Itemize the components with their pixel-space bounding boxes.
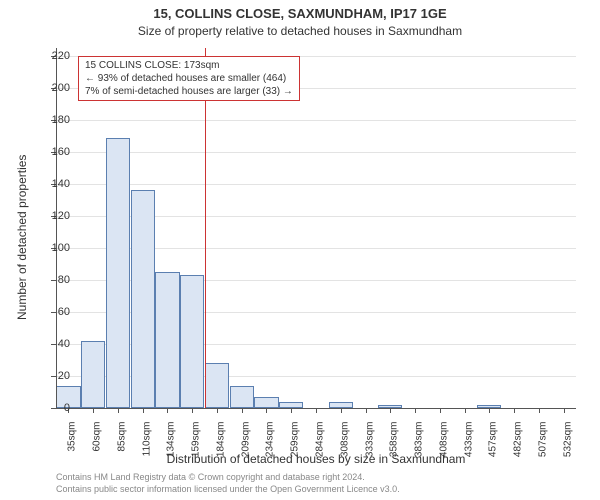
y-tick-label: 60	[30, 306, 70, 318]
footer-line-2: Contains public sector information licen…	[56, 484, 400, 495]
chart-title: 15, COLLINS CLOSE, SAXMUNDHAM, IP17 1GE	[0, 6, 600, 21]
y-tick-label: 0	[30, 402, 70, 414]
y-tick-label: 120	[30, 210, 70, 222]
x-tick-label: 209sqm	[240, 422, 251, 458]
annotation-line: 7% of semi-detached houses are larger (3…	[85, 85, 293, 98]
y-tick-label: 40	[30, 338, 70, 350]
x-tick-label: 532sqm	[562, 422, 573, 458]
histogram-bar	[205, 363, 229, 408]
histogram-bar	[81, 341, 105, 408]
y-tick-label: 220	[30, 50, 70, 62]
plot-area: 15 COLLINS CLOSE: 173sqm← 93% of detache…	[56, 48, 576, 408]
y-tick-label: 200	[30, 82, 70, 94]
x-tick-label: 507sqm	[537, 422, 548, 458]
y-tick-label: 20	[30, 370, 70, 382]
y-tick-label: 80	[30, 274, 70, 286]
histogram-bar	[180, 275, 204, 408]
y-axis-line	[56, 48, 57, 408]
x-tick-label: 184sqm	[215, 422, 226, 458]
chart-container: 15, COLLINS CLOSE, SAXMUNDHAM, IP17 1GE …	[0, 0, 600, 500]
y-tick-label: 160	[30, 146, 70, 158]
annotation-line: 15 COLLINS CLOSE: 173sqm	[85, 59, 293, 72]
x-tick-label: 333sqm	[364, 422, 375, 458]
y-axis-label: Number of detached properties	[15, 155, 29, 320]
reference-line	[205, 48, 206, 408]
histogram-bar	[230, 386, 254, 408]
annotation-line: ← 93% of detached houses are smaller (46…	[85, 72, 293, 85]
footer-line-1: Contains HM Land Registry data © Crown c…	[56, 472, 365, 483]
x-tick-label: 134sqm	[166, 422, 177, 458]
histogram-bar	[131, 190, 155, 408]
y-tick-label: 180	[30, 114, 70, 126]
gridline	[56, 184, 576, 185]
x-tick-label: 60sqm	[92, 422, 103, 452]
x-tick-label: 457sqm	[488, 422, 499, 458]
x-tick-label: 358sqm	[389, 422, 400, 458]
x-tick-label: 408sqm	[438, 422, 449, 458]
x-axis-line	[56, 408, 576, 409]
histogram-bar	[254, 397, 278, 408]
y-tick-label: 100	[30, 242, 70, 254]
histogram-bar	[155, 272, 179, 408]
gridline	[56, 120, 576, 121]
x-tick-label: 35sqm	[67, 422, 78, 452]
x-tick-label: 159sqm	[191, 422, 202, 458]
gridline	[56, 152, 576, 153]
x-tick-label: 259sqm	[290, 422, 301, 458]
annotation-box: 15 COLLINS CLOSE: 173sqm← 93% of detache…	[78, 56, 300, 101]
chart-subtitle: Size of property relative to detached ho…	[0, 24, 600, 38]
x-tick-label: 85sqm	[116, 422, 127, 452]
x-tick-label: 482sqm	[513, 422, 524, 458]
x-tick-label: 234sqm	[265, 422, 276, 458]
y-tick-label: 140	[30, 178, 70, 190]
x-tick-label: 308sqm	[339, 422, 350, 458]
x-tick-label: 433sqm	[463, 422, 474, 458]
x-tick-label: 383sqm	[414, 422, 425, 458]
histogram-bar	[106, 138, 130, 408]
x-tick-label: 284sqm	[315, 422, 326, 458]
x-tick-label: 110sqm	[141, 422, 152, 457]
